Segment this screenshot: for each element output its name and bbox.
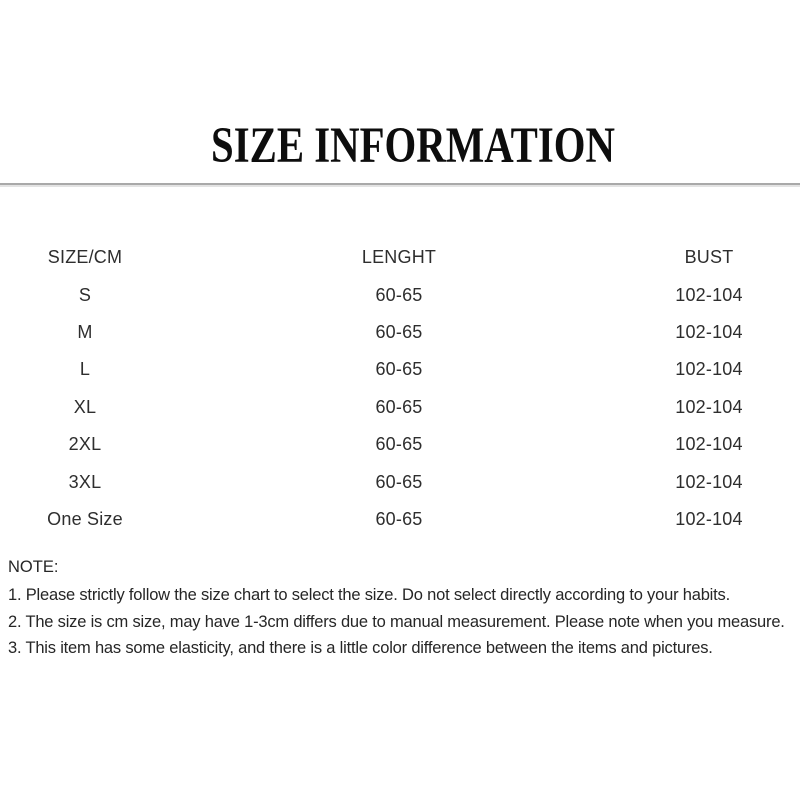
note-line-1: 1. Please strictly follow the size chart… xyxy=(8,586,730,604)
size-cell: One Size xyxy=(47,508,123,529)
bust-cell: 102-104 xyxy=(675,284,743,305)
size-cell: 3XL xyxy=(68,471,102,492)
size-cell: S xyxy=(78,284,92,305)
note-line-2: 2. The size is cm size, may have 1-3cm d… xyxy=(8,612,785,631)
size-table: SIZE/CM LENGHT BUST S 60-65 102-104 M 60… xyxy=(0,239,790,538)
table-row: S 60-65 102-104 xyxy=(0,276,790,313)
table-row: One Size 60-65 102-104 xyxy=(0,501,790,538)
length-cell: 60-65 xyxy=(375,359,423,380)
bust-cell: 102-104 xyxy=(675,359,743,380)
size-cell: 2XL xyxy=(68,434,102,455)
size-cell: M xyxy=(77,321,93,342)
length-cell: 60-65 xyxy=(375,396,423,417)
page-title: SIZE INFORMATION xyxy=(211,118,615,174)
notes-section: NOTE: 1. Please strictly follow the size… xyxy=(8,557,798,662)
bust-cell: 102-104 xyxy=(675,508,743,529)
notes-title: NOTE: xyxy=(8,558,59,576)
table-row: M 60-65 102-104 xyxy=(0,314,790,351)
bust-cell: 102-104 xyxy=(675,396,743,417)
column-header-length: LENGHT xyxy=(361,247,437,268)
table-row: 2XL 60-65 102-104 xyxy=(0,426,790,463)
divider-line xyxy=(0,183,800,187)
length-cell: 60-65 xyxy=(375,434,423,455)
bust-cell: 102-104 xyxy=(675,434,743,455)
table-row: L 60-65 102-104 xyxy=(0,351,790,388)
length-cell: 60-65 xyxy=(375,321,423,342)
length-cell: 60-65 xyxy=(375,284,423,305)
note-line-3: 3. This item has some elasticity, and th… xyxy=(8,639,713,657)
bust-cell: 102-104 xyxy=(675,471,743,492)
bust-cell: 102-104 xyxy=(675,321,743,342)
table-row: 3XL 60-65 102-104 xyxy=(0,463,790,500)
column-header-bust: BUST xyxy=(684,247,734,268)
length-cell: 60-65 xyxy=(375,508,423,529)
size-cell: XL xyxy=(73,396,97,417)
table-row: XL 60-65 102-104 xyxy=(0,389,790,426)
table-header-row: SIZE/CM LENGHT BUST xyxy=(0,239,790,276)
length-cell: 60-65 xyxy=(375,471,423,492)
size-cell: L xyxy=(79,359,91,380)
column-header-size: SIZE/CM xyxy=(47,247,123,268)
